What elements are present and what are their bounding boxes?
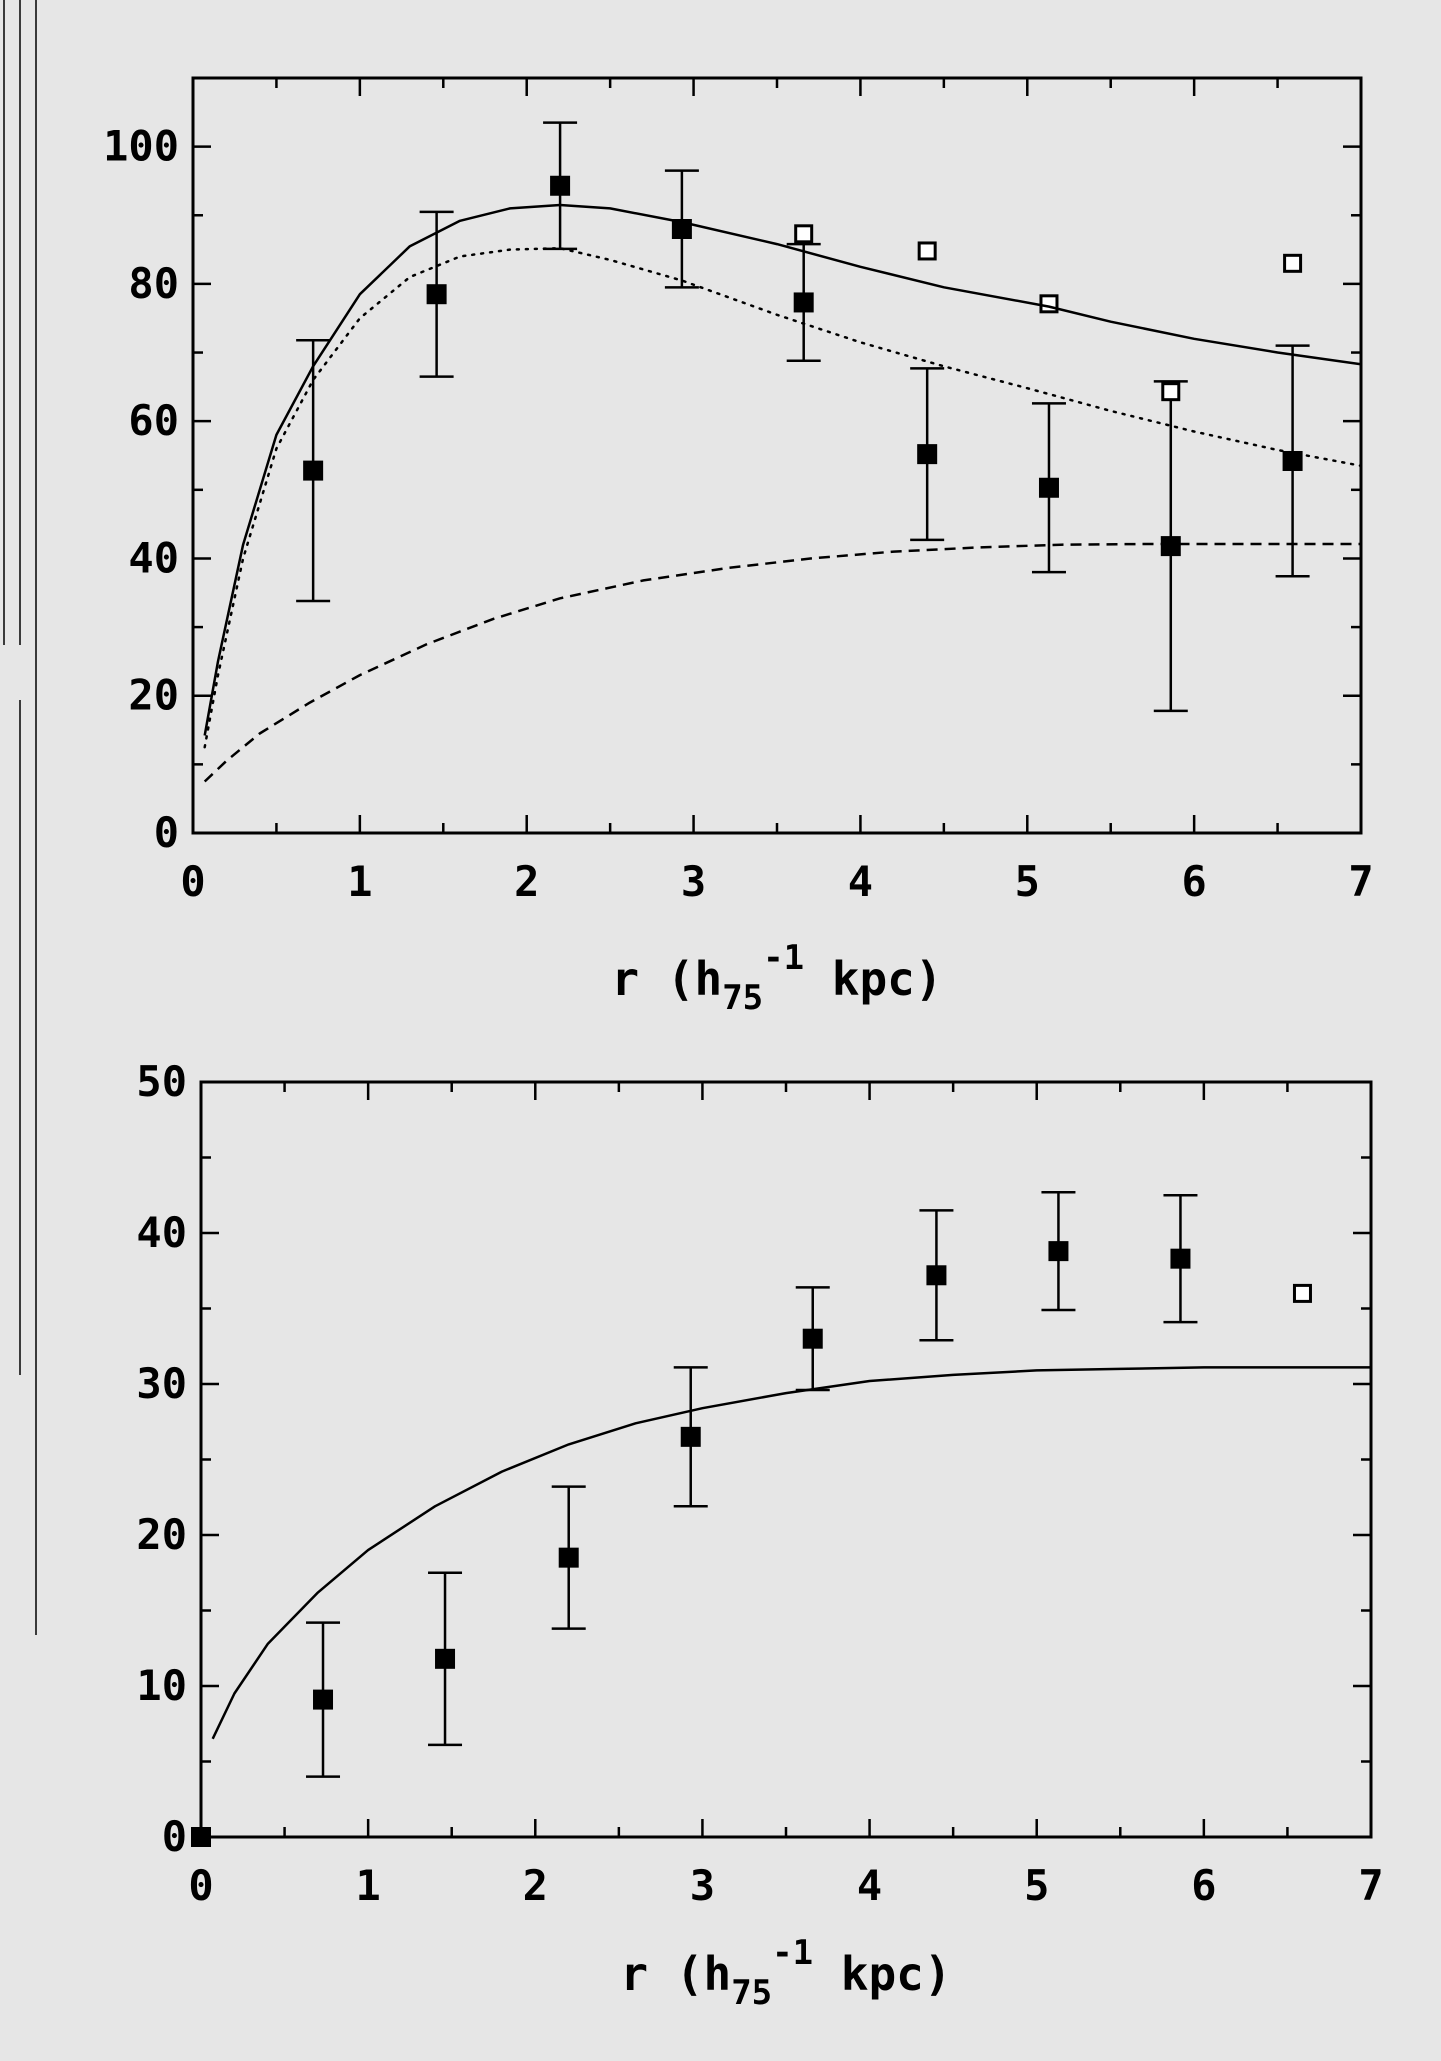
x-tick-label: 5 [1015,857,1040,906]
y-tick-label: 40 [128,533,179,582]
filled-square-point [1038,477,1059,498]
filled-square-point [558,1547,579,1568]
open-square-point [1161,382,1181,402]
dashed-model-curve [203,542,1361,783]
y-tick-label: 20 [128,671,179,720]
x-axis: 0 1 2 3 4 5 6 7 [188,1082,1384,1910]
x-tick-label: 4 [857,1861,882,1910]
x-axis: 0 1 2 3 4 5 6 7 [180,78,1374,906]
y-tick-label: 20 [136,1510,187,1559]
x-tick-label: 0 [180,857,205,906]
x-tick-label: 7 [1358,1861,1383,1910]
y-tick-label: 30 [136,1359,187,1408]
filled-square-point [917,444,938,465]
y-tick-label: 0 [162,1812,187,1861]
x-tick-label: 2 [514,857,539,906]
filled-square-point [313,1689,334,1710]
filled-square-point [1160,536,1181,557]
filled-square-point [793,292,814,313]
x-tick-label: 6 [1181,857,1206,906]
filled-square-point [1282,450,1303,471]
filled-square-point [1048,1241,1069,1262]
y-tick-label: 80 [128,259,179,308]
x-tick-label: 2 [523,1861,548,1910]
solid-model-curve [211,1366,1371,1740]
x-tick-label: 1 [355,1861,380,1910]
x-tick-label: 6 [1191,1861,1216,1910]
x-tick-label: 5 [1024,1861,1049,1910]
chart-panel-1: 0 1 2 3 4 5 6 7 0 20 40 60 80 100 r (h75-1 kpc) [103,76,1374,1018]
x-tick-label: 3 [690,1861,715,1910]
y-tick-label: 10 [136,1661,187,1710]
x-tick-label: 3 [681,857,706,906]
x-tick-label: 1 [347,857,372,906]
open-square-series [794,224,1303,402]
decorative-left-rules [3,0,37,1635]
x-axis-title: r (h75-1 kpc) [611,938,942,1018]
filled-square-point [435,1648,456,1669]
filled-square-point [802,1328,823,1349]
x-axis-title: r (h75-1 kpc) [620,1933,951,2013]
x-tick-label: 7 [1348,857,1373,906]
open-square-point [1039,294,1059,314]
y-tick-label: 0 [154,808,179,857]
filled-square-point [550,175,571,196]
x-tick-label: 0 [188,1861,213,1910]
y-tick-label: 40 [136,1208,187,1257]
filled-square-point [303,460,324,481]
open-square-point [1292,1283,1312,1303]
solid-model-curve [203,203,1361,736]
y-tick-label: 100 [103,122,179,171]
plot-frame [191,76,1363,835]
open-square-point [1283,253,1303,273]
x-tick-label: 4 [848,857,873,906]
filled-square-point [1170,1248,1191,1269]
filled-square-point [926,1265,947,1286]
open-square-point [794,224,814,244]
filled-square-series [296,121,1310,713]
filled-square-point [680,1426,701,1447]
chart-panel-2: 0 1 2 3 4 5 6 7 0 10 20 30 40 50 r (h75-1 kpc) [136,1057,1383,2013]
y-tick-label: 60 [128,396,179,445]
filled-square-series [191,1190,1198,1847]
y-axis: 0 20 40 60 80 100 [103,76,1361,857]
open-square-series [1292,1283,1312,1303]
open-square-point [917,241,937,261]
filled-square-point [191,1827,211,1847]
y-tick-label: 50 [136,1057,187,1106]
filled-square-point [426,284,447,305]
dotted-model-curve [203,246,1361,749]
y-axis: 0 10 20 30 40 50 [136,1057,1371,1861]
